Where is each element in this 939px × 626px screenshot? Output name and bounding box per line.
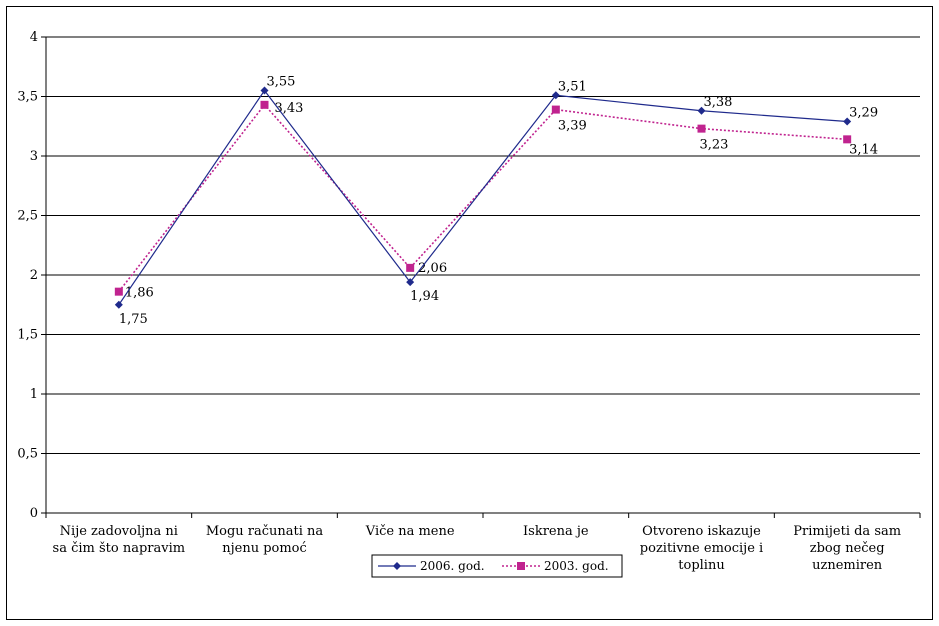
legend-marker-2006 (393, 562, 401, 570)
data-point-2006 (260, 86, 269, 95)
data-label: 3,38 (704, 95, 733, 110)
data-point-2003 (697, 124, 706, 133)
data-point-2003 (406, 263, 415, 272)
legend-label-2006: 2006. god. (420, 559, 485, 573)
y-tick-label: 1,5 (17, 328, 38, 343)
y-tick-label: 1 (30, 387, 38, 402)
y-tick-label: 0 (30, 506, 38, 521)
data-label: 3,29 (849, 105, 878, 120)
data-point-2006 (843, 117, 852, 126)
data-label: 3,39 (558, 119, 587, 134)
y-tick-label: 2,5 (17, 209, 38, 224)
data-label: 1,75 (119, 312, 148, 327)
data-point-2003 (843, 135, 852, 144)
legend-box (371, 554, 623, 578)
series-line-2003 (118, 103, 848, 293)
chart-frame (6, 6, 933, 620)
y-tick-label: 0,5 (17, 447, 38, 462)
data-point-2003 (551, 105, 560, 114)
x-category-label: Mogu računati na njenu pomoć (206, 524, 324, 556)
legend-marker-2003 (517, 562, 525, 570)
data-label: 3,55 (267, 75, 296, 90)
x-category-label: Iskrena je (523, 524, 589, 539)
data-label: 2,06 (418, 261, 447, 276)
x-category-label: Otvoreno iskazuje pozitivne emocije i topl… (640, 524, 763, 573)
y-tick-label: 3,5 (17, 90, 38, 105)
data-point-2006 (114, 300, 123, 309)
data-label: 3,43 (275, 101, 304, 116)
y-tick-label: 3 (30, 149, 38, 164)
y-tick-label: 4 (30, 30, 38, 45)
data-label: 3,14 (849, 142, 878, 157)
data-point-2006 (551, 91, 560, 100)
y-tick-label: 2 (30, 268, 38, 283)
data-label: 1,94 (410, 289, 439, 304)
data-point-2003 (114, 287, 123, 296)
x-category-label: Nije zadovoljna ni sa čim što napravim (53, 524, 186, 556)
data-label: 1,86 (125, 286, 154, 301)
data-label: 3,23 (700, 138, 729, 153)
data-label: 3,51 (558, 79, 587, 94)
x-category-label: Viče na mene (365, 524, 455, 539)
x-category-label: Primijeti da sam zbog nečeg uznemiren (793, 524, 901, 573)
data-point-2003 (260, 100, 269, 109)
series-line-2006 (118, 89, 848, 306)
data-point-2006 (697, 106, 706, 115)
legend-label-2003: 2003. god. (544, 559, 609, 573)
data-point-2006 (406, 278, 415, 287)
